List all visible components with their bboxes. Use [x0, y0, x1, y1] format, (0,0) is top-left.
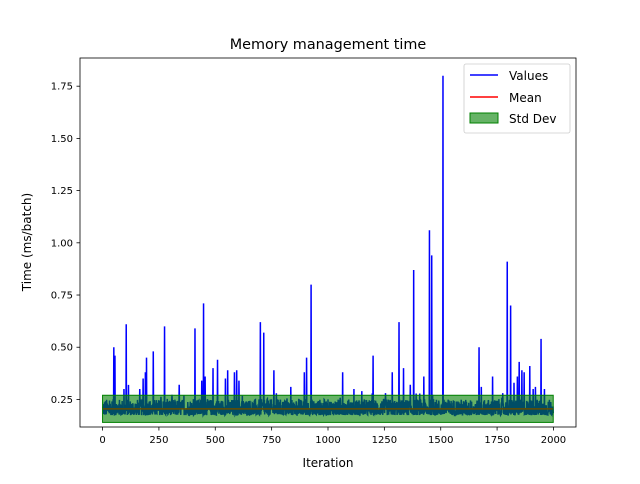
x-tick-label: 0: [99, 435, 105, 446]
x-axis: 0 250 500 750 1000 1250 1500 1750 2000: [99, 427, 566, 446]
legend: Values Mean Std Dev: [463, 63, 571, 134]
x-tick-label: 250: [149, 435, 168, 446]
chart-title: Memory management time: [230, 37, 427, 53]
std-dev-band: [102, 394, 554, 423]
x-tick-label: 1000: [315, 435, 340, 446]
y-tick-label: 1.25: [51, 186, 73, 197]
x-axis-label: Iteration: [303, 456, 354, 470]
y-tick-label: 1.00: [51, 238, 73, 249]
legend-std-dev-swatch: [469, 112, 499, 124]
x-tick-label: 750: [262, 435, 281, 446]
legend-std-dev-label: Std Dev: [509, 112, 556, 126]
y-tick-label: 0.75: [51, 291, 73, 302]
legend-mean-label: Mean: [509, 91, 542, 105]
plot-area: [101, 75, 554, 423]
axes-frame: [79, 57, 577, 428]
y-axis-label: Time (ms/batch): [20, 193, 34, 292]
y-tick-label: 0.50: [51, 343, 73, 354]
x-tick-label: 1250: [372, 435, 397, 446]
y-tick-label: 0.25: [51, 395, 73, 406]
y-axis: 0.25 0.50 0.75 1.00 1.25 1.50 1.75: [51, 82, 80, 406]
y-tick-label: 1.75: [51, 82, 73, 93]
x-tick-label: 1750: [484, 435, 509, 446]
y-tick-label: 1.50: [51, 134, 73, 145]
x-tick-label: 500: [206, 435, 225, 446]
x-tick-label: 1500: [428, 435, 453, 446]
x-tick-label: 2000: [541, 435, 566, 446]
legend-values-label: Values: [509, 69, 548, 83]
